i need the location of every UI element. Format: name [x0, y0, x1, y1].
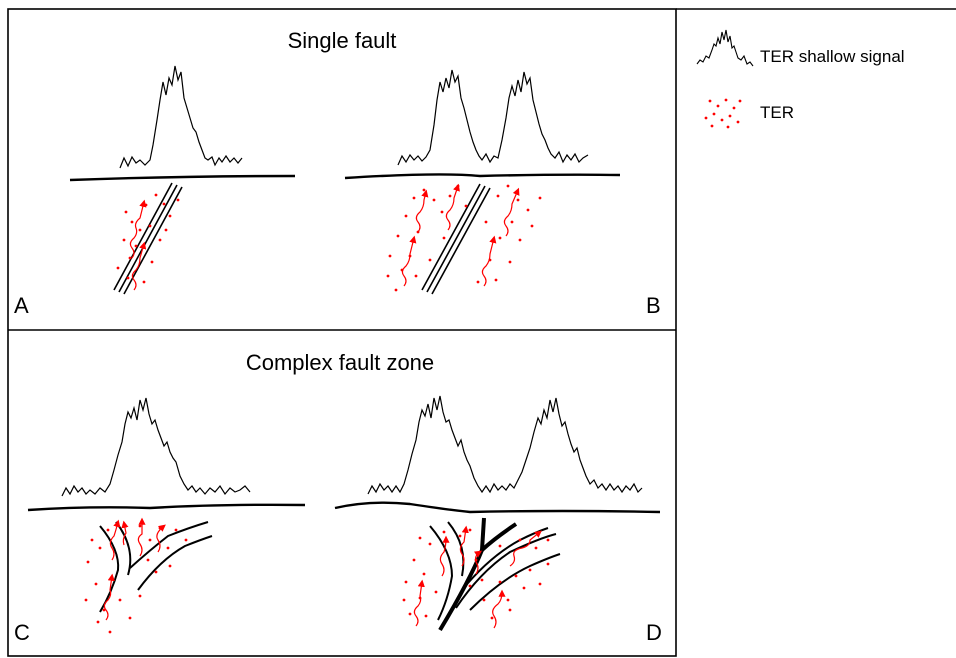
ter-migration-arrow [413, 525, 542, 629]
panel-c [27, 397, 306, 634]
ter-signal-trace [397, 69, 589, 166]
panel-letter-d: D [646, 620, 662, 645]
ter-dots [84, 524, 188, 634]
legend: TER shallow signal TER [696, 29, 905, 129]
ground-surface [69, 174, 296, 182]
panel-a [69, 65, 296, 295]
legend-ter-label: TER [760, 103, 794, 122]
ter-migration-arrow [401, 183, 520, 287]
ground-surface [334, 501, 661, 514]
legend-ter-icon [704, 98, 742, 129]
panel-d [334, 395, 661, 632]
fault-strands [99, 521, 213, 613]
legend-signal-icon [696, 29, 754, 67]
ter-signal-trace [61, 397, 251, 497]
ter-migration-arrow [103, 517, 166, 621]
panel-b [344, 69, 621, 295]
panel-frame [7, 8, 956, 657]
legend-signal-label: TER shallow signal [760, 47, 905, 66]
ground-surface [344, 173, 621, 180]
panel-letter-a: A [14, 293, 29, 318]
ter-signal-trace [119, 65, 243, 169]
ter-migration-arrow [129, 199, 147, 291]
section-title-single-fault: Single fault [288, 28, 397, 53]
ter-dots [386, 184, 542, 292]
fault-line [421, 183, 491, 295]
panel-letter-c: C [14, 620, 30, 645]
fault-line [113, 182, 183, 295]
fault-strands [429, 517, 561, 632]
ground-surface [27, 503, 306, 512]
ter-signal-trace [367, 395, 643, 495]
ter-dots [402, 528, 550, 620]
panel-letter-b: B [646, 293, 661, 318]
section-title-complex-fault-zone: Complex fault zone [246, 350, 434, 375]
